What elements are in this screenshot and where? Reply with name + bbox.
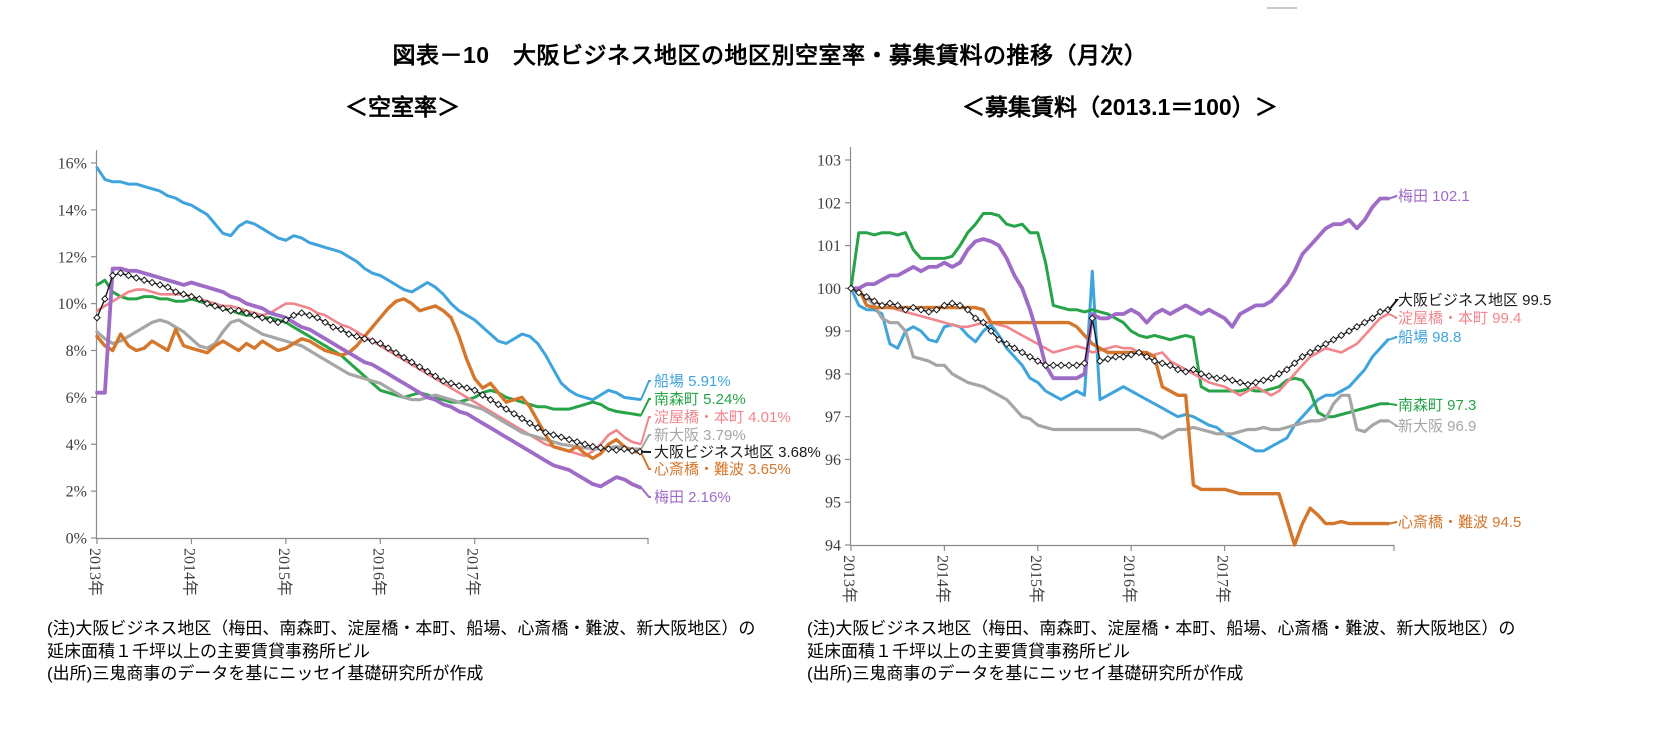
- series-shinsaibashi-namba-line: [95, 297, 642, 460]
- series-shinsaibashi-namba-line: [849, 286, 1390, 547]
- y-tick-label: 102: [817, 195, 841, 212]
- series-shinsaibashi-namba-label-connector: [1388, 521, 1398, 525]
- series-umeda-label: 梅田 102.1: [1398, 188, 1470, 205]
- vacancy-chart: 0% 2% 4% 6% 8% 10% 12% 14% 16% 2013年 2014年 2015年 201…: [58, 150, 821, 596]
- series-semba-label: 船場 5.91%: [654, 373, 731, 390]
- series-yodoyabashi-honmachi-label: 淀屋橋・本町 4.01%: [654, 409, 791, 426]
- series-minamimorimachi-label-connector: [640, 398, 651, 416]
- series-semba-line: [849, 269, 1390, 453]
- x-tick-label: 2016年: [369, 548, 387, 596]
- y-tick-label: 8%: [66, 343, 87, 360]
- rent-subtitle: ＜募集賃料（2013.1＝100）＞: [962, 94, 1278, 120]
- series-minamimorimachi-line: [95, 278, 642, 417]
- x-tick-label: 2017年: [464, 548, 482, 596]
- y-tick-label: 97: [825, 409, 841, 426]
- series-minamimorimachi-label: 南森町 97.3: [1398, 397, 1476, 414]
- series-semba-label-connector: [640, 380, 651, 400]
- source-text: (出所)三鬼商事のデータを基にニッセイ基礎研究所が作成: [807, 664, 1244, 684]
- y-tick-label: 94: [825, 538, 841, 555]
- series-umeda-line: [95, 266, 642, 490]
- source-text: (出所)三鬼商事のデータを基にニッセイ基礎研究所が作成: [47, 664, 484, 684]
- series-semba-line: [95, 166, 642, 402]
- series-osaka-business-district-markers: [847, 284, 1392, 389]
- series-minamimorimachi-label: 南森町 5.24%: [654, 391, 746, 408]
- series-shinsaibashi-namba-label: 心斎橋・難波 3.65%: [654, 460, 791, 478]
- series-umeda-line: [849, 196, 1390, 381]
- series-minamimorimachi-label-connector: [1388, 402, 1398, 406]
- y-tick-label: 103: [817, 153, 841, 170]
- series-yodoyabashi-honmachi-label-connector: [1388, 313, 1398, 319]
- series-shinsaibashi-namba-label: 心斎橋・難波 94.5: [1398, 513, 1521, 531]
- rent-index-chart: 94 95 96 97 98 99 100 101 102 103 2013年 2014年 2015年 2…: [817, 147, 1551, 603]
- series-osaka-business-district-label: 大阪ビジネス地区 3.68%: [654, 444, 821, 461]
- series-osaka-business-district-line: [850, 287, 1389, 386]
- series-yodoyabashi-honmachi-line: [95, 288, 642, 458]
- y-tick-label: 4%: [66, 437, 87, 454]
- series-yodoyabashi-honmachi-line: [849, 286, 1390, 397]
- series-osaka-business-district-label: 大阪ビジネス地区 99.5: [1398, 292, 1551, 309]
- series-semba-label: 船場 98.8: [1398, 329, 1461, 346]
- y-tick-label: 100: [817, 281, 841, 298]
- x-tick-label: 2013年: [840, 555, 858, 603]
- vacancy-subtitle: ＜空室率＞: [345, 94, 460, 120]
- y-tick-label: 14%: [58, 202, 87, 219]
- x-tick-label: 2016年: [1120, 555, 1138, 603]
- x-tick-label: 2014年: [933, 555, 951, 603]
- y-tick-label: 6%: [66, 390, 87, 407]
- x-tick-label: 2015年: [1027, 555, 1045, 603]
- series-umeda-label-connector: [640, 486, 651, 498]
- series-shin-osaka-label: 新大阪 3.79%: [654, 427, 746, 444]
- figure-title: 図表－10 大阪ビジネス地区の地区別空室率・募集賃料の推移（月次）: [392, 42, 1148, 68]
- series-osaka-business-district-markers: [93, 269, 644, 456]
- note-text: (注)大阪ビジネス地区（梅田、南森町、淀屋橋・本町、船場、心斎橋・難波、新大阪地…: [47, 619, 756, 661]
- y-tick-label: 101: [817, 238, 841, 255]
- note-text: (注)大阪ビジネス地区（梅田、南森町、淀屋橋・本町、船場、心斎橋・難波、新大阪地…: [807, 619, 1516, 661]
- note-right: (注)大阪ビジネス地区（梅田、南森町、淀屋橋・本町、船場、心斎橋・難波、新大阪地…: [807, 618, 1519, 686]
- series-semba-label-connector: [1388, 336, 1398, 341]
- series-yodoyabashi-honmachi-label: 淀屋橋・本町 99.4: [1398, 310, 1521, 327]
- y-tick-label: 16%: [58, 156, 87, 173]
- series-umeda-label-connector: [1388, 195, 1398, 200]
- note-left: (注)大阪ビジネス地区（梅田、南森町、淀屋橋・本町、船場、心斎橋・難波、新大阪地…: [47, 618, 759, 686]
- y-tick-label: 10%: [58, 296, 87, 313]
- series-shin-osaka-line: [849, 286, 1390, 440]
- axis-lines: [849, 147, 1394, 547]
- series-osaka-business-district-line: [96, 272, 641, 453]
- y-tick-label: 95: [825, 495, 841, 512]
- series-yodoyabashi-honmachi-label-connector: [640, 416, 651, 445]
- series-umeda-label: 梅田 2.16%: [654, 489, 731, 506]
- series-shin-osaka-label: 新大阪 96.9: [1398, 418, 1476, 435]
- x-tick-label: 2015年: [275, 548, 293, 596]
- series-osaka-business-district-label-connector: [1388, 299, 1400, 311]
- y-tick-label: 12%: [58, 249, 87, 266]
- y-tick-label: 0%: [66, 531, 87, 548]
- x-tick-label: 2013年: [86, 548, 104, 596]
- series-shin-osaka-label-connector: [640, 434, 651, 450]
- series-minamimorimachi-line: [849, 212, 1390, 419]
- series-shin-osaka-label-connector: [1388, 420, 1401, 427]
- corner-mark: [1267, 7, 1297, 9]
- y-tick-label: 96: [825, 452, 841, 469]
- y-tick-label: 99: [825, 324, 841, 341]
- y-tick-label: 2%: [66, 484, 87, 501]
- x-tick-label: 2014年: [180, 548, 198, 596]
- y-tick-label: 98: [825, 366, 841, 383]
- series-shinsaibashi-namba-label-connector: [640, 452, 651, 470]
- x-tick-label: 2017年: [1214, 555, 1232, 603]
